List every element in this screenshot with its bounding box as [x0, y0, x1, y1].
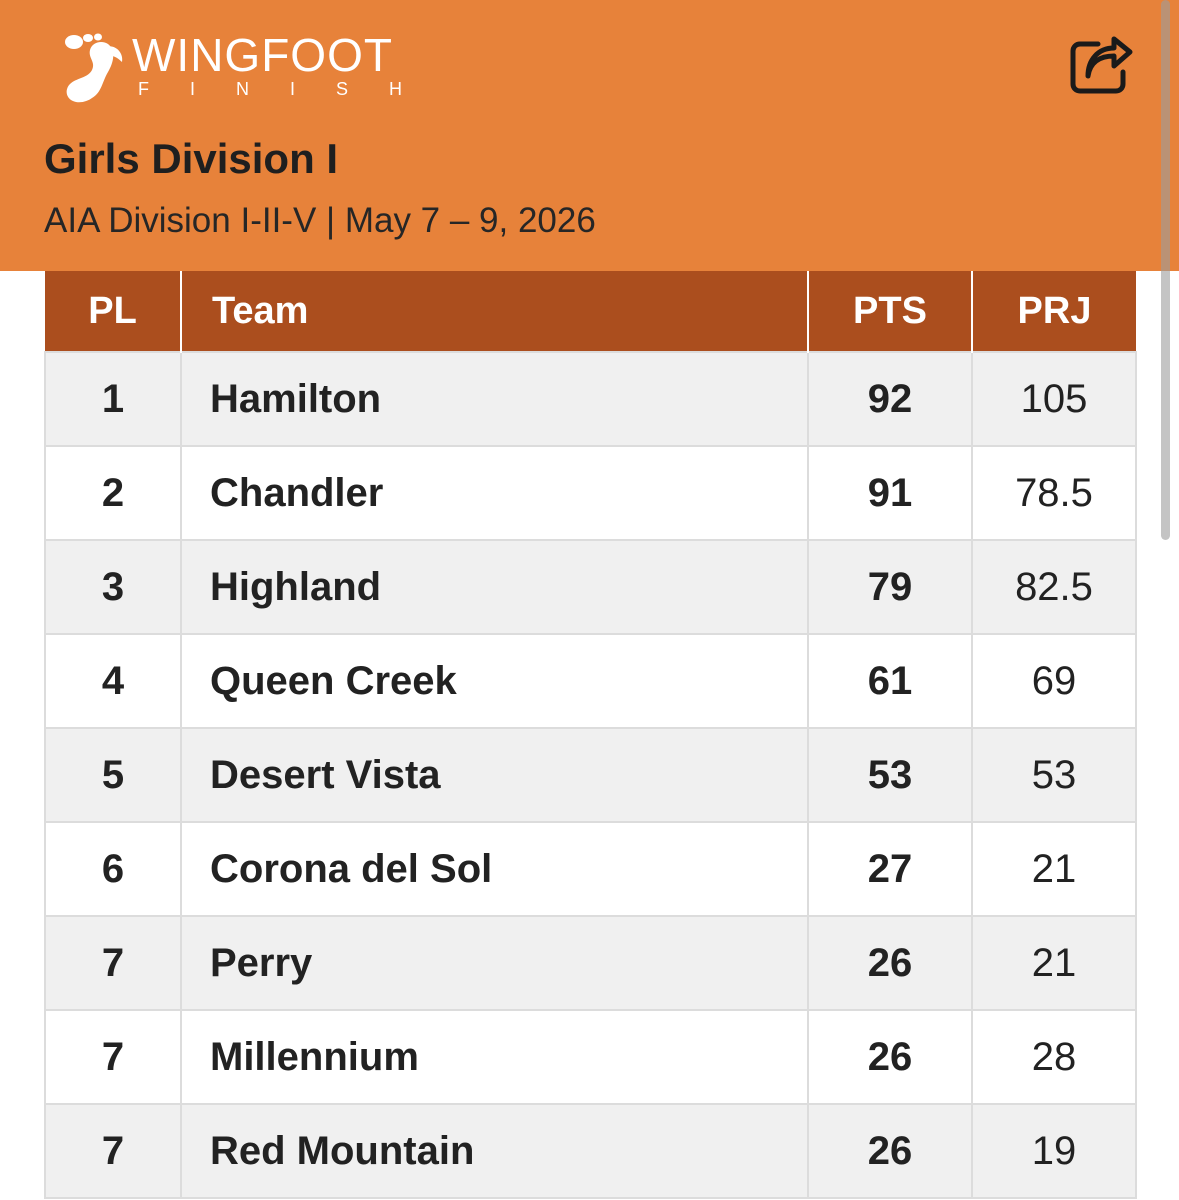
projection-cell: 82.5 [971, 539, 1137, 635]
wingfoot-logo[interactable]: WINGFOOT FINISH [62, 30, 422, 105]
place-cell: 4 [44, 633, 182, 729]
place-cell: 7 [44, 915, 182, 1011]
meet-subtitle: AIA Division I-II-V | May 7 – 9, 2026 [44, 201, 596, 240]
projection-cell: 28 [971, 1009, 1137, 1105]
column-header-pl[interactable]: PL [45, 271, 182, 352]
table-row[interactable]: 7 Perry 26 21 [44, 915, 1137, 1011]
table-row[interactable]: 4 Queen Creek 61 69 [44, 633, 1137, 729]
team-standings-table: PL Team PTS PRJ 1 Hamilton 92 105 2 Chan… [44, 271, 1137, 1199]
points-cell: 26 [807, 915, 973, 1011]
points-cell: 27 [807, 821, 973, 917]
points-cell: 26 [807, 1009, 973, 1105]
team-cell[interactable]: Desert Vista [180, 727, 809, 823]
column-header-team[interactable]: Team [181, 271, 809, 352]
table-row[interactable]: 5 Desert Vista 53 53 [44, 727, 1137, 823]
place-cell: 7 [44, 1009, 182, 1105]
team-cell[interactable]: Perry [180, 915, 809, 1011]
projection-cell: 69 [971, 633, 1137, 729]
team-cell[interactable]: Chandler [180, 445, 809, 541]
table-row[interactable]: 7 Millennium 26 28 [44, 1009, 1137, 1105]
points-cell: 92 [807, 351, 973, 447]
table-row[interactable]: 6 Corona del Sol 27 21 [44, 821, 1137, 917]
projection-cell: 21 [971, 915, 1137, 1011]
table-row[interactable]: 7 Red Mountain 26 19 [44, 1103, 1137, 1199]
team-cell[interactable]: Red Mountain [180, 1103, 809, 1199]
header-banner: WINGFOOT FINISH Girls Division I AIA Div… [0, 0, 1179, 271]
points-cell: 79 [807, 539, 973, 635]
scrollbar[interactable] [1161, 0, 1170, 540]
share-icon[interactable] [1068, 36, 1134, 96]
projection-cell: 105 [971, 351, 1137, 447]
table-row[interactable]: 1 Hamilton 92 105 [44, 351, 1137, 447]
projection-cell: 21 [971, 821, 1137, 917]
place-cell: 3 [44, 539, 182, 635]
team-cell[interactable]: Highland [180, 539, 809, 635]
table-row[interactable]: 2 Chandler 91 78.5 [44, 445, 1137, 541]
projection-cell: 19 [971, 1103, 1137, 1199]
points-cell: 61 [807, 633, 973, 729]
projection-cell: 53 [971, 727, 1137, 823]
points-cell: 53 [807, 727, 973, 823]
footprint-icon [65, 33, 123, 103]
table-header-row: PL Team PTS PRJ [45, 271, 1136, 352]
column-header-pts[interactable]: PTS [808, 271, 973, 352]
page-title: Girls Division I [44, 135, 339, 182]
team-cell[interactable]: Hamilton [180, 351, 809, 447]
place-cell: 6 [44, 821, 182, 917]
place-cell: 7 [44, 1103, 182, 1199]
points-cell: 91 [807, 445, 973, 541]
column-header-prj[interactable]: PRJ [972, 271, 1136, 352]
points-cell: 26 [807, 1103, 973, 1199]
logo-subtitle: FINISH [138, 79, 444, 99]
place-cell: 5 [44, 727, 182, 823]
projection-cell: 78.5 [971, 445, 1137, 541]
place-cell: 2 [44, 445, 182, 541]
team-cell[interactable]: Corona del Sol [180, 821, 809, 917]
table-row[interactable]: 3 Highland 79 82.5 [44, 539, 1137, 635]
place-cell: 1 [44, 351, 182, 447]
logo-wordmark: WINGFOOT [132, 29, 393, 81]
team-cell[interactable]: Queen Creek [180, 633, 809, 729]
team-cell[interactable]: Millennium [180, 1009, 809, 1105]
